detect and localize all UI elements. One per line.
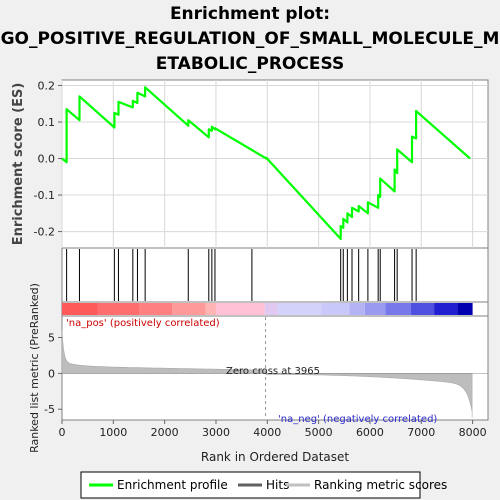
es-y-tick-label: 0.1 — [38, 116, 56, 129]
es-y-tick-label: 0.0 — [38, 153, 56, 166]
hits-panel — [61, 247, 489, 303]
title-line-2: GO_POSITIVE_REGULATION_OF_SMALL_MOLECULE… — [0, 29, 500, 49]
heatmap-segment — [205, 303, 216, 315]
heatmap-segment — [434, 303, 458, 315]
x-tick-label: 3000 — [202, 426, 230, 439]
x-tick-label: 8000 — [459, 426, 487, 439]
es-y-axis-label: Enrichment score (ES) — [11, 83, 26, 246]
neg-correlated-label: 'na_neg' (negatively correlated) — [278, 414, 437, 425]
heatmap-segment — [97, 303, 139, 315]
heatmap-segment — [138, 303, 173, 315]
legend-hits-label: Hits — [266, 478, 289, 492]
enrichment-profile-line — [61, 86, 471, 240]
x-tick-label: 0 — [59, 426, 66, 439]
x-tick-label: 7000 — [407, 426, 435, 439]
metric-y-tick-label: 5 — [48, 332, 55, 345]
x-axis-label: Rank in Ordered Dataset — [201, 450, 349, 464]
heatmap-segment — [172, 303, 206, 315]
heatmap-segment — [457, 303, 473, 315]
metric-y-tick-label: -5 — [44, 403, 55, 416]
legend: Enrichment profile Hits Ranking metric s… — [80, 471, 447, 499]
legend-enrichment-label: Enrichment profile — [117, 478, 228, 492]
heatmap-segment — [215, 303, 265, 315]
heatmap-segment — [62, 303, 98, 315]
ranking-metric-area — [61, 329, 473, 418]
title-line-3: ETABOLIC_PROCESS — [155, 54, 345, 74]
es-y-tick-label: 0.2 — [38, 79, 56, 92]
es-y-tick-label: -0.2 — [34, 226, 55, 239]
metric-y-tick-label: 0 — [48, 367, 55, 380]
heatmap-segment — [349, 303, 365, 315]
x-tick-label: 2000 — [151, 426, 179, 439]
x-tick-label: 4000 — [253, 426, 281, 439]
heatmap-segment — [264, 303, 278, 315]
x-tick-label: 5000 — [305, 426, 333, 439]
metric-y-axis-label: Ranked list metric (PreRanked) — [28, 283, 41, 453]
legend-metric-label: Ranking metric scores — [314, 478, 447, 492]
title-line-1: Enrichment plot: — [169, 4, 331, 24]
heatmap-segment — [385, 303, 412, 315]
heatmap-segment — [321, 303, 350, 315]
heatmap-segment — [277, 303, 322, 315]
heatmap-segment — [411, 303, 435, 315]
heatmap-segment — [364, 303, 386, 315]
zero-cross-label: Zero cross at 3965 — [226, 366, 320, 377]
chart-title: Enrichment plot: GO_POSITIVE_REGULATION_… — [0, 2, 500, 77]
x-tick-label: 6000 — [356, 426, 384, 439]
pos-correlated-label: 'na_pos' (positively correlated) — [66, 318, 220, 329]
es-y-tick-label: -0.1 — [34, 189, 55, 202]
x-tick-label: 1000 — [99, 426, 127, 439]
